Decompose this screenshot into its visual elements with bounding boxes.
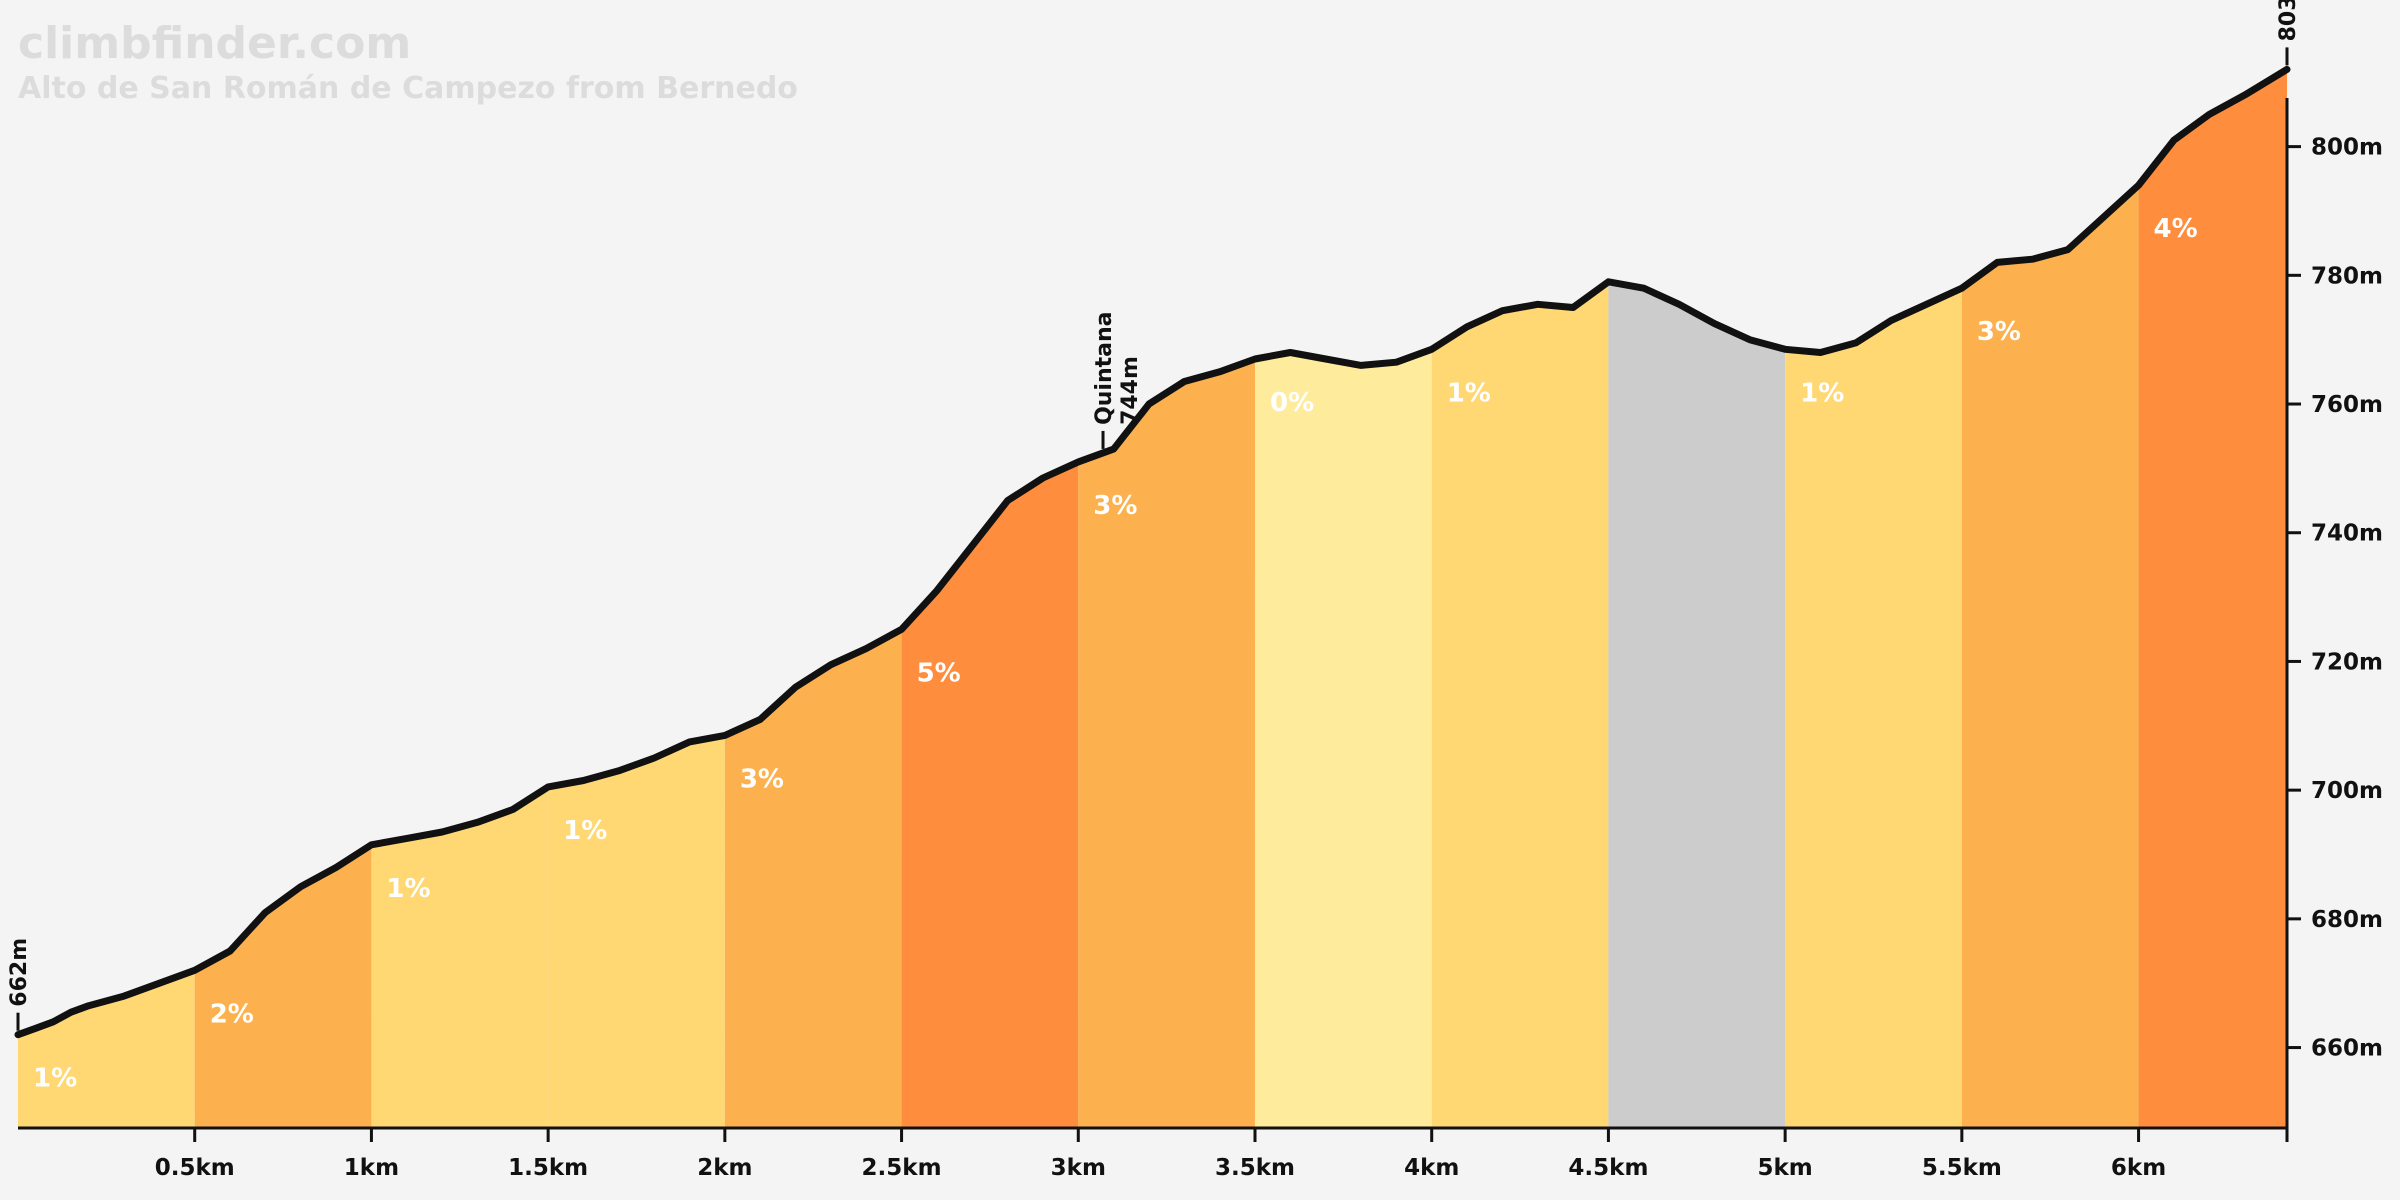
x-tick-label-10: 5km bbox=[1758, 1155, 1813, 1181]
grade-label-6: 5% bbox=[917, 658, 961, 688]
grade-segments bbox=[18, 69, 2287, 1128]
elevation-markers: 662m Quintana 744m 803m bbox=[7, 0, 2301, 1031]
grade-segment-6 bbox=[901, 461, 1079, 1128]
x-tick-label-11: 5.5km bbox=[1922, 1155, 2002, 1181]
x-tick-label-6: 3km bbox=[1051, 1155, 1106, 1181]
x-tick-label-12: 6km bbox=[2111, 1155, 2166, 1181]
grade-label-13: 4% bbox=[2154, 214, 2198, 244]
profile-line bbox=[14, 65, 2291, 1039]
y-tick-label-3: 700m bbox=[2311, 778, 2383, 804]
y-tick-label-6: 760m bbox=[2311, 392, 2383, 418]
profile-line-group bbox=[14, 65, 2291, 1039]
grade-segment-1 bbox=[18, 970, 195, 1128]
start-marker-elevation: 662m bbox=[7, 938, 32, 1007]
x-tick-label-9: 4.5km bbox=[1568, 1155, 1648, 1181]
quintana-marker-elevation: 744m bbox=[1118, 356, 1143, 425]
grade-label-11: 1% bbox=[1800, 378, 1844, 408]
grade-segment-9 bbox=[1431, 281, 1609, 1128]
grade-label-5: 3% bbox=[740, 764, 784, 794]
y-tick-label-8: 800m bbox=[2311, 135, 2383, 161]
grade-label-9: 1% bbox=[1447, 378, 1491, 408]
grade-label-4: 1% bbox=[563, 816, 607, 846]
y-tick-label-2: 680m bbox=[2311, 907, 2383, 933]
chart-title: Alto de San Román de Campezo from Berned… bbox=[18, 71, 798, 106]
x-tick-label-8: 4km bbox=[1404, 1155, 1459, 1181]
grade-segment-11 bbox=[1785, 288, 1962, 1128]
grade-segment-7 bbox=[1078, 359, 1255, 1128]
y-tick-label-1: 660m bbox=[2311, 1036, 2383, 1062]
axes: 0.5km 1km 1.5km 2km 2.5km 3km 3.5km 4km 4.5km 5km… bbox=[18, 98, 2383, 1181]
summit-marker-elevation: 803m bbox=[2276, 0, 2301, 41]
x-tick-label-1: 0.5km bbox=[155, 1155, 235, 1181]
y-tick-label-5: 740m bbox=[2311, 521, 2383, 547]
grade-label-12: 3% bbox=[1977, 317, 2021, 347]
grade-segment-2 bbox=[194, 844, 372, 1128]
x-tick-label-5: 2.5km bbox=[862, 1155, 942, 1181]
site-watermark: climbfinder.com bbox=[18, 18, 411, 69]
grade-segment-4 bbox=[548, 735, 725, 1128]
x-tick-label-2: 1km bbox=[344, 1155, 399, 1181]
grade-segment-3 bbox=[371, 786, 549, 1128]
grade-segment-10 bbox=[1608, 281, 1786, 1128]
grade-segment-5 bbox=[724, 629, 902, 1128]
grade-label-8: 0% bbox=[1270, 388, 1314, 418]
grade-labels: 1% 2% 1% 1% 3% 5% 3% 0% 1% 1% 3% 4% bbox=[33, 214, 2198, 1093]
grade-label-7: 3% bbox=[1093, 491, 1137, 521]
grade-label-1: 1% bbox=[33, 1064, 77, 1094]
grade-segment-12 bbox=[1961, 185, 2139, 1128]
grade-segment-13 bbox=[2138, 69, 2287, 1128]
x-tick-label-4: 2km bbox=[697, 1155, 752, 1181]
grade-label-3: 1% bbox=[386, 874, 430, 904]
grade-label-2: 2% bbox=[210, 999, 254, 1029]
x-tick-label-7: 3.5km bbox=[1215, 1155, 1295, 1181]
x-tick-label-3: 1.5km bbox=[508, 1155, 588, 1181]
grade-segment-8 bbox=[1254, 349, 1432, 1128]
quintana-marker-name: Quintana bbox=[1092, 311, 1117, 424]
y-tick-label-4: 720m bbox=[2311, 649, 2383, 675]
y-tick-label-7: 780m bbox=[2311, 263, 2383, 289]
